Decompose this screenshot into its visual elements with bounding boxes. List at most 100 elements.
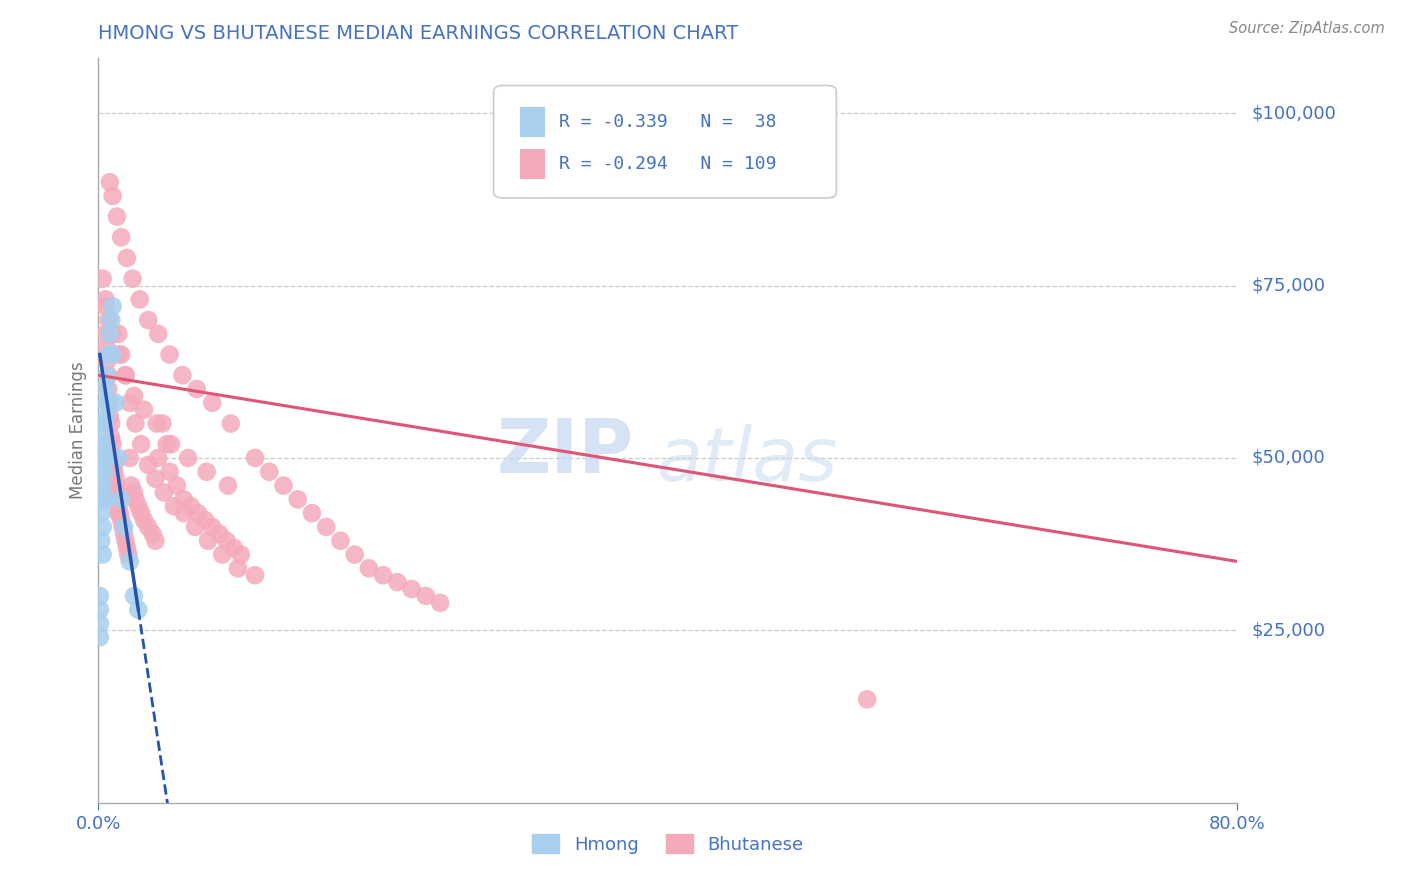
Point bbox=[91, 520, 114, 534]
Point bbox=[100, 417, 122, 431]
Point bbox=[100, 430, 122, 444]
Point bbox=[93, 492, 115, 507]
Point bbox=[94, 299, 117, 313]
Point bbox=[243, 450, 266, 465]
Point bbox=[90, 478, 112, 492]
Point bbox=[91, 492, 114, 507]
Text: $100,000: $100,000 bbox=[1251, 104, 1336, 122]
Point bbox=[148, 326, 170, 341]
Point bbox=[111, 520, 134, 534]
Point bbox=[100, 313, 122, 327]
Text: atlas: atlas bbox=[657, 425, 838, 496]
Point bbox=[107, 326, 129, 341]
Point bbox=[107, 347, 129, 361]
FancyBboxPatch shape bbox=[520, 107, 546, 136]
Point bbox=[97, 396, 120, 410]
Point bbox=[156, 437, 179, 451]
Legend: Hmong, Bhutanese: Hmong, Bhutanese bbox=[524, 827, 811, 861]
Point bbox=[136, 313, 159, 327]
Point bbox=[118, 396, 141, 410]
Point bbox=[104, 472, 127, 486]
Point bbox=[107, 500, 129, 514]
Point bbox=[129, 506, 152, 520]
Point bbox=[90, 533, 112, 548]
Point bbox=[163, 500, 186, 514]
Point bbox=[357, 561, 380, 575]
Point bbox=[94, 409, 117, 424]
Point bbox=[315, 520, 337, 534]
Point bbox=[120, 478, 142, 492]
Point bbox=[122, 389, 145, 403]
Point bbox=[110, 347, 132, 361]
Point bbox=[146, 417, 169, 431]
Point bbox=[129, 437, 152, 451]
Point bbox=[104, 396, 127, 410]
Point bbox=[259, 465, 281, 479]
Point bbox=[105, 485, 128, 500]
Point bbox=[112, 520, 135, 534]
Point bbox=[97, 382, 120, 396]
Point bbox=[96, 396, 118, 410]
Point bbox=[121, 271, 143, 285]
Point bbox=[103, 458, 125, 472]
Text: $50,000: $50,000 bbox=[1251, 449, 1324, 467]
Point bbox=[98, 396, 121, 410]
Point bbox=[110, 513, 132, 527]
Point bbox=[128, 293, 150, 307]
Point bbox=[401, 582, 423, 596]
Point bbox=[98, 326, 121, 341]
Point bbox=[103, 465, 125, 479]
Point bbox=[101, 189, 124, 203]
Point bbox=[217, 478, 239, 492]
Point bbox=[226, 561, 249, 575]
Point bbox=[105, 210, 128, 224]
Point bbox=[415, 589, 437, 603]
Point bbox=[387, 575, 409, 590]
Point bbox=[122, 589, 145, 603]
Point bbox=[197, 533, 219, 548]
Point bbox=[101, 450, 124, 465]
Point bbox=[177, 450, 200, 465]
Point bbox=[114, 368, 136, 383]
Point bbox=[93, 465, 115, 479]
Point bbox=[93, 437, 115, 451]
Point bbox=[373, 568, 395, 582]
Point bbox=[98, 409, 121, 424]
Point bbox=[89, 630, 111, 644]
Point bbox=[180, 500, 202, 514]
Point bbox=[124, 492, 146, 507]
Point bbox=[343, 548, 366, 562]
Point bbox=[136, 520, 159, 534]
Point bbox=[184, 520, 207, 534]
Point bbox=[94, 492, 117, 507]
Point bbox=[115, 541, 138, 555]
Point bbox=[118, 554, 141, 568]
Point bbox=[194, 513, 217, 527]
Point bbox=[172, 368, 194, 383]
Point bbox=[159, 465, 181, 479]
Point bbox=[107, 450, 129, 465]
Point bbox=[148, 450, 170, 465]
Point bbox=[91, 423, 114, 437]
Point bbox=[98, 175, 121, 189]
Point bbox=[96, 368, 118, 383]
Point bbox=[105, 492, 128, 507]
Text: R = -0.339   N =  38: R = -0.339 N = 38 bbox=[558, 112, 776, 130]
Point bbox=[115, 251, 138, 265]
Point bbox=[136, 458, 159, 472]
Point bbox=[101, 299, 124, 313]
Point bbox=[219, 417, 242, 431]
Y-axis label: Median Earnings: Median Earnings bbox=[69, 361, 87, 500]
Point bbox=[104, 478, 127, 492]
Text: $75,000: $75,000 bbox=[1251, 277, 1326, 294]
Text: HMONG VS BHUTANESE MEDIAN EARNINGS CORRELATION CHART: HMONG VS BHUTANESE MEDIAN EARNINGS CORRE… bbox=[98, 23, 738, 43]
Text: ZIP: ZIP bbox=[496, 417, 634, 489]
Point bbox=[94, 382, 117, 396]
Point bbox=[91, 478, 114, 492]
Point bbox=[166, 478, 188, 492]
Point bbox=[153, 485, 176, 500]
Text: $25,000: $25,000 bbox=[1251, 622, 1326, 640]
Point bbox=[159, 347, 181, 361]
Point bbox=[243, 568, 266, 582]
Point bbox=[97, 347, 120, 361]
